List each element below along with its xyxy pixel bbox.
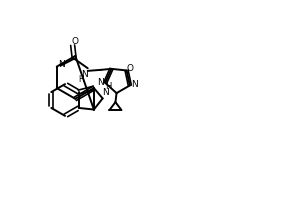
Text: O: O [127,64,134,73]
Text: N: N [81,70,88,79]
Text: O: O [71,37,78,46]
Text: N: N [98,78,104,87]
Text: N: N [58,60,65,69]
Text: N: N [131,80,138,89]
Text: H: H [78,75,83,84]
Text: N: N [102,88,109,97]
Text: H: H [105,82,111,91]
